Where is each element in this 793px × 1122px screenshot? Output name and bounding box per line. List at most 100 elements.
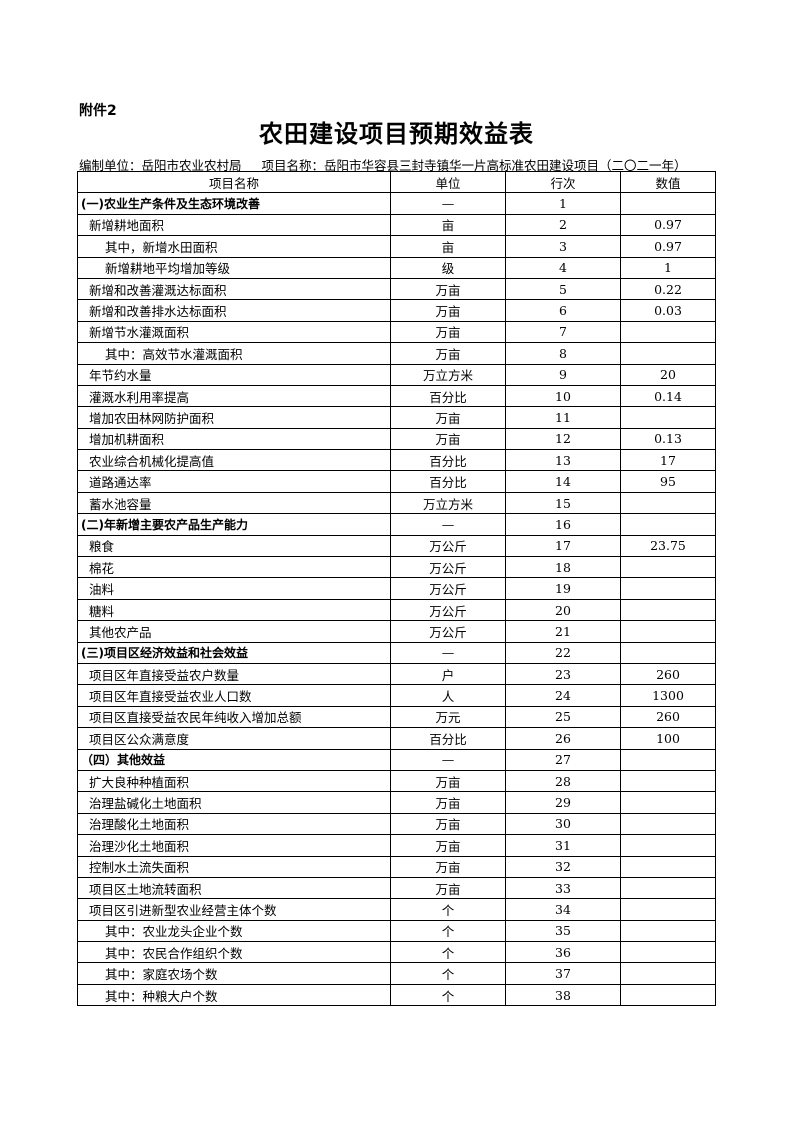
unit-cell: 百分比	[390, 727, 506, 750]
value-cell: 0.97	[620, 213, 716, 237]
table-row: 棉花 万公斤 18	[77, 556, 716, 579]
value-cell	[620, 192, 716, 215]
table-row: 其中：高效节水灌溉面积 万亩 8	[77, 342, 716, 365]
row-number-cell: 28	[505, 769, 621, 793]
unit-cell: 万公斤	[390, 556, 506, 579]
item-name-cell: 项目区年直接受益农业人口数	[77, 684, 391, 707]
table-row: 项目区年直接受益农业人口数人 24 1300	[77, 684, 716, 707]
row-number-cell: 26	[505, 727, 621, 750]
unit-cell: 级	[390, 256, 506, 279]
row-number-cell: 35	[505, 919, 621, 943]
unit-cell: 人	[390, 684, 506, 707]
row-number-cell: 25	[505, 705, 621, 729]
value-cell	[620, 919, 716, 943]
table-row: 治理沙化土地面积 万亩 31	[77, 834, 716, 857]
header-row-number: 行次	[505, 170, 621, 194]
table-row: 治理酸化土地面积 万亩 30	[77, 812, 716, 836]
value-cell	[620, 342, 716, 365]
unit-cell: 万亩	[390, 299, 506, 322]
unit-cell: 万亩	[390, 812, 506, 836]
value-cell	[620, 491, 716, 515]
item-name-cell: 治理盐碱化土地面积	[77, 791, 391, 814]
row-number-cell: 30	[505, 812, 621, 836]
row-number-cell: 19	[505, 577, 621, 600]
row-number-cell: 18	[505, 556, 621, 579]
unit-cell: 万亩	[390, 406, 506, 429]
table-row: 项目区直接受益农民年纯收入增加总额 万元 25 260	[77, 705, 716, 729]
table-row: 糖料 万公斤 20	[77, 598, 716, 622]
row-number-cell: 38	[505, 983, 621, 1007]
attachment-label: 附件2	[79, 103, 117, 119]
value-cell: 100	[620, 727, 716, 750]
value-cell	[620, 855, 716, 878]
item-name-cell: 新增耕地面积	[77, 213, 391, 237]
row-number-cell: 27	[505, 748, 621, 771]
benefit-table: 项目名称 单位 行次 数值 (一)农业生产条件及生态环境改善 —1 新增耕地面积亩 2…	[77, 170, 716, 1007]
unit-cell: 百分比	[390, 449, 506, 472]
value-cell	[620, 513, 716, 536]
table-row: 其中：种粮大户个数个 38	[77, 983, 716, 1007]
table-row: 其中：农民合作组织个数个 36	[77, 941, 716, 964]
row-number-cell: 2	[505, 213, 621, 237]
unit-cell: —	[390, 192, 506, 215]
row-number-cell: 33	[505, 876, 621, 900]
value-cell	[620, 406, 716, 429]
document-meta: 编制单位：岳阳市农业农村局 项目名称：岳阳市华容县三封寺镇华一片高标准农田建设项目…	[79, 155, 715, 174]
value-cell	[620, 812, 716, 836]
row-number-cell: 15	[505, 491, 621, 515]
table-row: 其他农产品 万公斤 21	[77, 620, 716, 643]
item-name-cell: 油料	[77, 577, 391, 600]
item-name-cell: 项目区公众满意度	[77, 727, 391, 750]
table-row: 新增耕地面积亩 2 0.97	[77, 213, 716, 237]
unit-cell: 万亩	[390, 320, 506, 344]
unit-cell: 万亩	[390, 855, 506, 878]
table-row: 新增和改善排水达标面积 万亩 6 0.03	[77, 299, 716, 322]
value-cell	[620, 620, 716, 643]
header-item-name: 项目名称	[77, 170, 391, 194]
item-name-cell: 其中：种粮大户个数	[77, 983, 391, 1007]
row-number-cell: 4	[505, 256, 621, 279]
table-row: 灌溉水利用率提高 百分比 10 0.14	[77, 384, 716, 408]
row-number-cell: 16	[505, 513, 621, 536]
unit-cell: 个	[390, 941, 506, 964]
table-row: 新增和改善灌溉达标面积 万亩 5 0.22	[77, 277, 716, 301]
row-number-cell: 11	[505, 406, 621, 429]
row-number-cell: 17	[505, 534, 621, 558]
item-name-cell: 控制水土流失面积	[77, 855, 391, 878]
value-cell: 20	[620, 363, 716, 386]
value-cell: 1300	[620, 684, 716, 707]
item-name-cell: 治理酸化土地面积	[77, 812, 391, 836]
unit-cell: 万元	[390, 705, 506, 729]
unit-cell: 万公斤	[390, 620, 506, 643]
item-name-cell: (三)项目区经济效益和社会效益	[77, 641, 391, 664]
value-cell: 95	[620, 470, 716, 493]
row-number-cell: 22	[505, 641, 621, 664]
unit-cell: 万亩	[390, 876, 506, 900]
item-name-cell: 其中，新增水田面积	[77, 235, 391, 258]
table-row: 增加机耕面积 万亩 12 0.13	[77, 427, 716, 451]
compiler-unit: 编制单位：岳阳市农业农村局	[79, 158, 242, 173]
table-row: 粮食 万公斤 17 23.75	[77, 534, 716, 558]
value-cell	[620, 834, 716, 857]
item-name-cell: 新增和改善排水达标面积	[77, 299, 391, 322]
unit-cell: 百分比	[390, 470, 506, 493]
row-number-cell: 20	[505, 598, 621, 622]
item-name-cell: 增加机耕面积	[77, 427, 391, 451]
value-cell	[620, 941, 716, 964]
unit-cell: —	[390, 641, 506, 664]
item-name-cell: 项目区年直接受益农户数量	[77, 662, 391, 686]
table-row: 道路通达率 百分比 14 95	[77, 470, 716, 493]
unit-cell: 万亩	[390, 277, 506, 301]
item-name-cell: 道路通达率	[77, 470, 391, 493]
row-number-cell: 36	[505, 941, 621, 964]
unit-cell: 万立方米	[390, 491, 506, 515]
row-number-cell: 32	[505, 855, 621, 878]
unit-cell: 个	[390, 919, 506, 943]
row-number-cell: 10	[505, 384, 621, 408]
unit-cell: 万亩	[390, 834, 506, 857]
value-cell	[620, 898, 716, 921]
row-number-cell: 8	[505, 342, 621, 365]
unit-cell: 个	[390, 898, 506, 921]
table-row: 油料 万公斤 19	[77, 577, 716, 600]
row-number-cell: 37	[505, 962, 621, 985]
